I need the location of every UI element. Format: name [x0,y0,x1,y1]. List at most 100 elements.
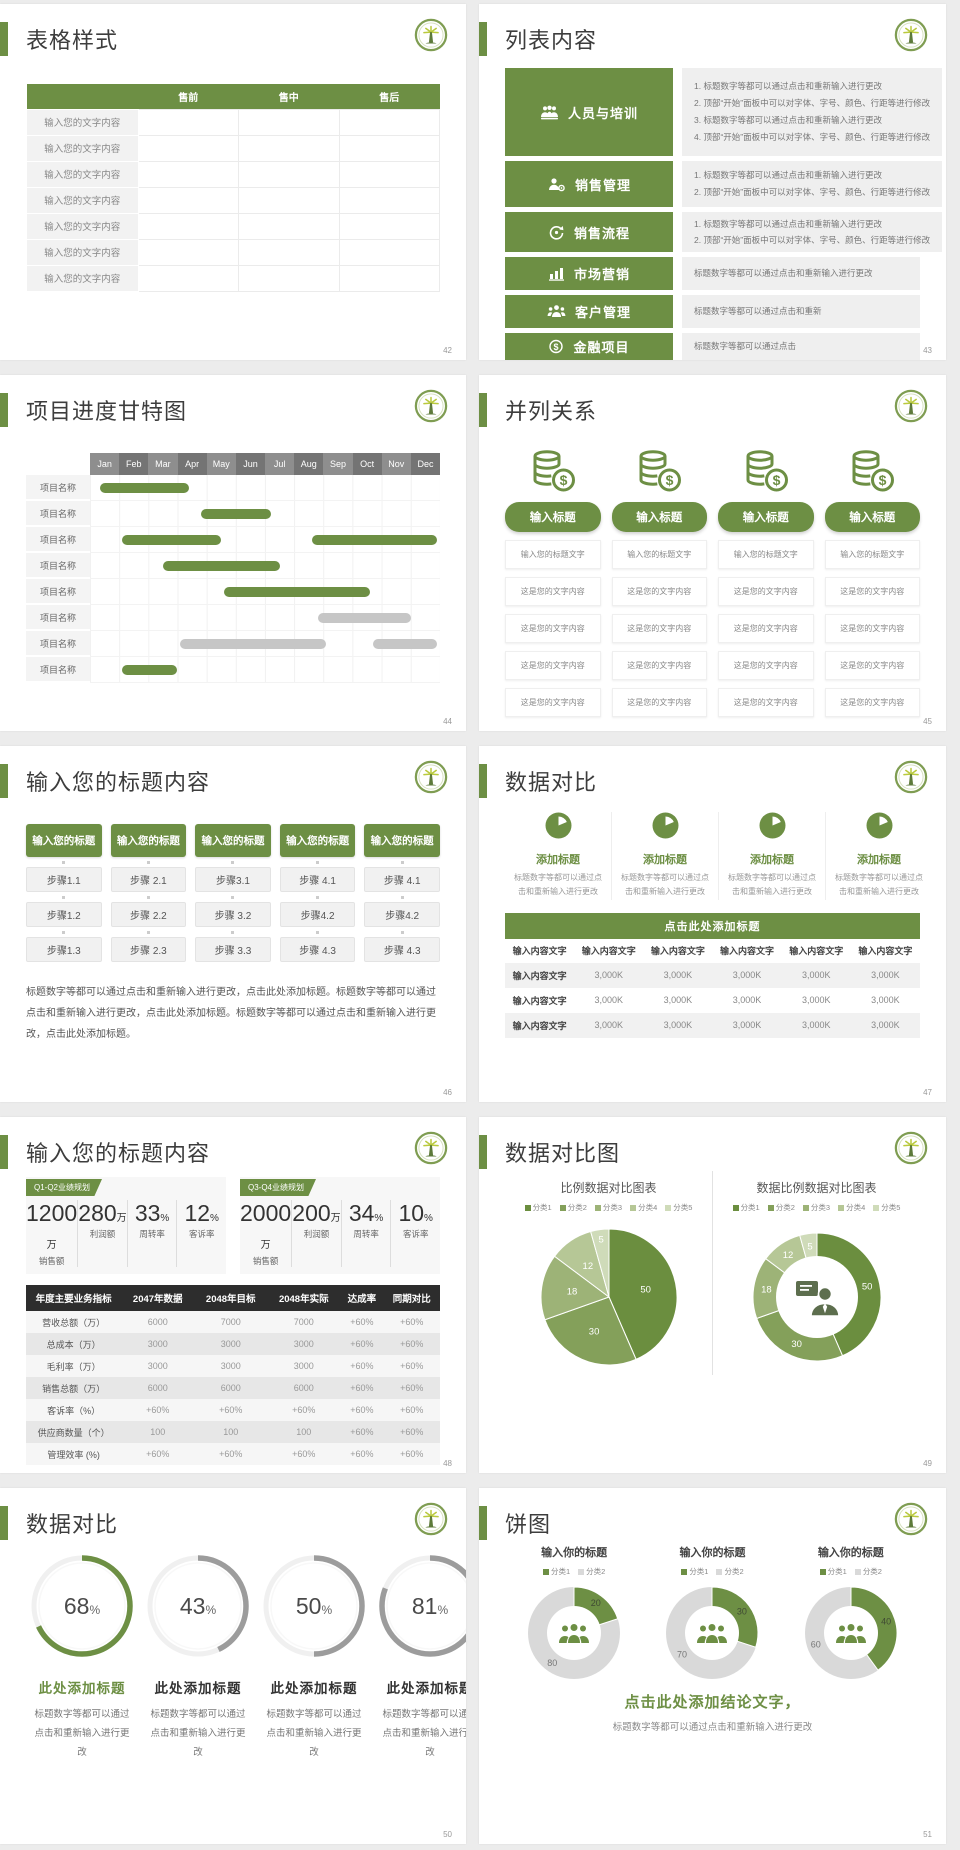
legend-swatch [578,1569,585,1576]
gantt-row-label: 项目名称 [26,631,90,657]
value-cell: +60% [146,1405,170,1415]
feature-title: 添加标题 [643,854,687,866]
table-header-cell: 输入内容文字 [720,946,775,957]
page-number: 43 [923,346,932,355]
gantt-row-label: 项目名称 [26,501,90,527]
gantt-row: 项目名称 [26,579,440,605]
donut-chart: 20 80 [524,1583,624,1683]
gauge: 68% 此处添加标题 标题数字等都可以通过点击和重新输入进行更改 [26,1550,138,1762]
row-label-cell: 输入您的文字内容 [26,134,139,162]
svg-text:30: 30 [737,1606,747,1616]
slide-46-step-columns[interactable]: 输入您的标题内容 输入您的标题 步骤1.1 步骤1.2 步骤1.3 输入您的标题 步骤 2… [0,746,466,1102]
legend-swatch [594,1205,601,1212]
pie-chart-icon [618,812,712,844]
value-cell: 6000 [147,1383,168,1393]
slide-header: 输入您的标题内容 [0,760,448,798]
gauge-percent: 68% [63,1592,101,1619]
table-header-cell: 售后 [339,84,440,109]
text-box: 这是您的文字内容 [718,577,814,606]
category-label: 金融项目 [573,340,630,355]
row-label-cell: 输入您的文字内容 [26,212,139,240]
pie-legend: 分类1 分类2 [782,1566,920,1577]
value-cell: 3,000K [663,970,693,981]
page-number: 49 [923,1459,932,1468]
row-label-cell: 输入您的文字内容 [26,108,139,136]
category-points: 标题数字等都可以通过点击和重新 [682,295,920,328]
value-cell: 100 [223,1427,239,1437]
stat-unit: % [374,1213,384,1224]
legend-swatch [732,1205,739,1212]
step-box: 步骤1.2 [26,902,102,927]
empty-cell [137,108,239,136]
stat: 33% 周转率 [126,1200,177,1267]
value-cell: +60% [350,1339,374,1349]
legend-swatch [630,1205,637,1212]
data-table: 输入内容文字 输入内容文字 输入内容文字 输入内容文字 输入内容文字 输入内容文字 输入内容… [505,939,920,1038]
empty-cell [137,134,239,162]
kpi-groups: Q1-Q2业绩规划 1200万 销售额 280万 利润额 33% 周转率 12% 客诉率 Q3-Q… [26,1177,440,1274]
step-box: 步骤 2.1 [110,867,187,892]
slide-50-donut-gauges[interactable]: 数据对比 68% 此处添加标题 标题数字等都可以通过点击和重新输入进行更改 43% 此处… [0,1488,466,1844]
legend-swatch [665,1205,672,1212]
connector-dot [231,896,235,899]
step-box: 步骤4.2 [279,902,356,927]
month-cell: Jul [265,453,295,475]
svg-text:12: 12 [782,1250,793,1261]
category-list: 人员与培训 1. 标题数字等都可以通过点击和重新输入进行更改 2. 顶部“开始”面板… [505,68,943,360]
table-row: 输入内容文字 3,000K 3,000K 3,000K 3,000K 3,000K [505,988,920,1013]
category-block: 客户管理 [505,295,673,328]
stat-value: 10% [398,1200,433,1226]
slide-42-table-style[interactable]: 表格样式 售前 售中 售后 输入您的文字内容 输入您的文字内容 输入您的文字内容 输入您的文… [0,4,466,360]
gantt-bar [224,587,370,597]
value-cell: 3,000K [871,1020,900,1031]
page-number: 46 [443,1088,452,1097]
legend-item: 分类1 [681,1566,708,1577]
point-text: 标题数字等都可以通过点击和重新输入进行更改 [694,268,873,278]
slide-43-list-content[interactable]: 列表内容 人员与培训 1. 标题数字等都可以通过点击和重新输入进行更改 2. 顶部“… [479,4,946,360]
gantt-row-area [90,605,440,631]
table-header-cell: 输入内容文字 [650,946,705,957]
svg-text:5: 5 [598,1235,603,1246]
empty-cell [338,186,440,214]
tree-logo-icon [894,760,928,794]
connector-dot [146,861,150,864]
empty-cell [238,238,340,266]
slide-47-data-compare[interactable]: 数据对比 添加标题 标题数字等都可以通过点击和重新输入进行更改 添加标题 标题数字等都… [479,746,946,1102]
slide-49-pie-charts[interactable]: 数据对比图 比例数据对比图表 分类1 分类2 分类3 分类4 分类5 50 30 18 12 5 数据… [479,1117,946,1473]
legend-item: 分类2 [716,1566,744,1577]
page-number: 48 [443,1459,452,1468]
table-row: 销售总额（万） 6000 6000 6000 +60% +60% [26,1377,440,1399]
stat: 280万 利润额 [77,1200,127,1267]
step-box: 步骤1.3 [26,937,102,962]
svg-text:5: 5 [807,1241,812,1252]
donut-row: 输入你的标题 分类1 分类2 20 80 输入你的标题 分类1 分类2 30 70 输入你的标题 分类… [505,1544,920,1683]
table-row: 输入您的文字内容 [26,264,440,292]
slide-header: 输入您的标题内容 [0,1131,448,1169]
row-label-cell: 客诉率（%） [47,1405,101,1416]
svg-text:60: 60 [811,1639,821,1649]
text-box: 这是您的文字内容 [611,688,707,717]
slide-title: 饼图 [505,1512,552,1537]
tree-logo-icon [894,18,928,52]
connector-dot [62,861,66,864]
slide-45-parallel-relation[interactable]: 并列关系 $ 输入标题 输入您的标题文字 这是您的文字内容 这是您的文字内容 这是您的文字… [479,375,946,731]
empty-cell [338,160,440,188]
value-cell: +60% [350,1405,374,1415]
stat: 34% 周转率 [340,1200,391,1267]
point-text: 1. 标题数字等都可以通过点击和重新输入进行更改 [694,219,882,229]
title-accent-bar [479,22,487,56]
gauge-ring: 81% [374,1550,466,1662]
category-points: 标题数字等都可以通过点击 [682,333,920,360]
row-label-cell: 输入您的文字内容 [26,238,139,266]
slide-44-gantt-chart[interactable]: 项目进度甘特图 Jan Feb Mar Apr May Jun Jul Aug Sep Oct No… [0,375,466,731]
slide-48-kpi-table[interactable]: 输入您的标题内容 Q1-Q2业绩规划 1200万 销售额 280万 利润额 33% 周转率 1… [0,1117,466,1473]
table-title-band: 点击此处添加标题 [505,912,920,939]
stat: 12% 客诉率 [176,1200,226,1267]
stat: 2000万 销售额 [240,1200,291,1267]
legend-item: 分类4 [630,1202,657,1213]
slide-51-pie-donuts[interactable]: 饼图 输入你的标题 分类1 分类2 20 80 输入你的标题 分类1 分类2 30 70 输入你的标… [479,1488,946,1844]
table-header-cell: 售中 [238,84,339,109]
legend-item: 分类2 [767,1202,795,1213]
body-paragraph: 标题数字等都可以通过点击和重新输入进行更改，点击此处添加标题。标题数字等都可以通… [26,987,436,1040]
